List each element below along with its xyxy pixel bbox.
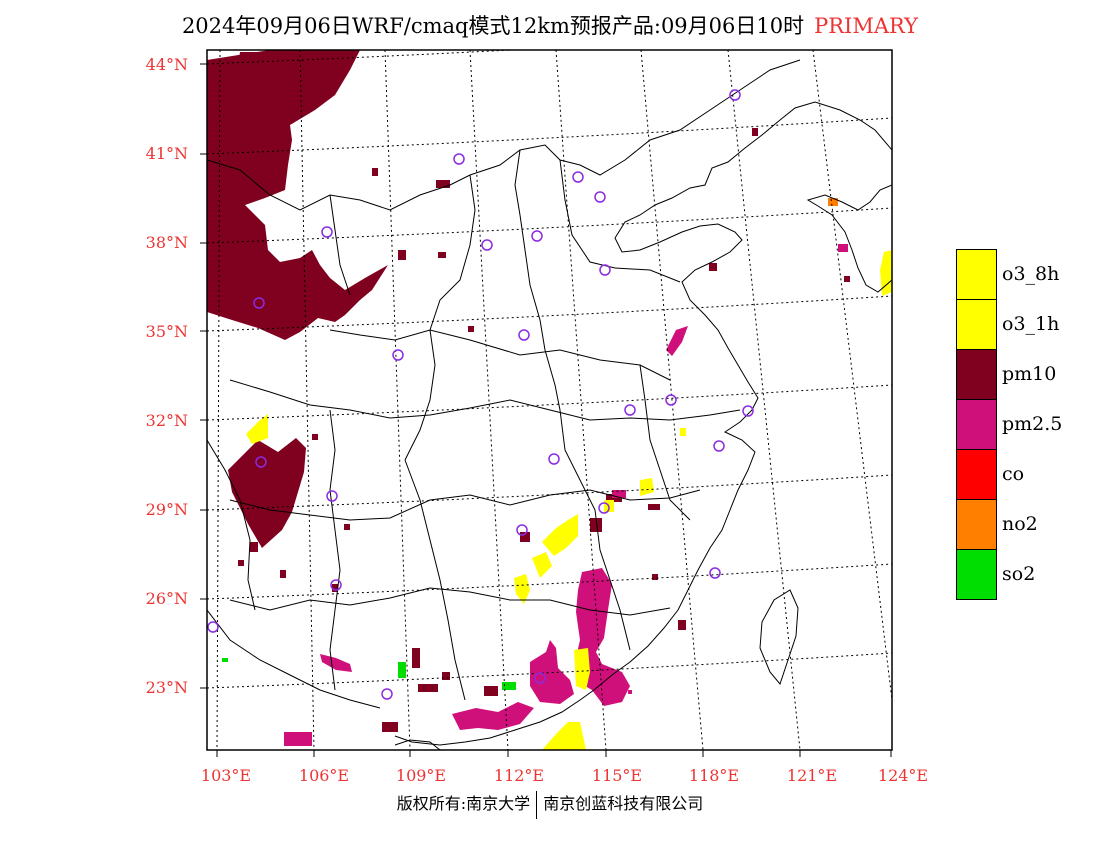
lon-label-112: 112°E bbox=[493, 766, 545, 785]
lon-label-115: 115°E bbox=[591, 766, 643, 785]
legend-label-pm25: pm2.5 bbox=[1002, 413, 1063, 435]
no2-regions bbox=[828, 198, 838, 206]
legend-swatch-pm10 bbox=[956, 349, 997, 400]
map-frame bbox=[206, 49, 893, 751]
legend-swatch-pm25 bbox=[956, 399, 997, 450]
legend-label-co: co bbox=[1002, 463, 1025, 485]
copyright-right: 南京创蓝科技有限公司 bbox=[543, 794, 704, 813]
legend-swatch-o3-8h bbox=[956, 249, 997, 300]
primary-label: PRIMARY bbox=[814, 14, 919, 38]
graticule bbox=[207, 50, 892, 750]
title-text: 2024年09月06日WRF/cmaq模式12km预报产品:09月06日10时 bbox=[181, 14, 805, 38]
legend-label-o3-1h: o3_1h bbox=[1002, 313, 1060, 335]
lat-label-29: 29°N bbox=[145, 500, 188, 519]
lon-label-121: 121°E bbox=[786, 766, 838, 785]
legend-label-o3-8h: o3_8h bbox=[1002, 263, 1060, 285]
lat-label-32: 32°N bbox=[145, 411, 188, 430]
lon-label-124: 124°E bbox=[877, 766, 929, 785]
legend-swatch-so2 bbox=[956, 549, 997, 600]
legend-swatch-co bbox=[956, 449, 997, 500]
legend-label-no2: no2 bbox=[1002, 513, 1038, 535]
lat-label-44: 44°N bbox=[145, 55, 188, 74]
lat-label-35: 35°N bbox=[145, 322, 188, 341]
lon-label-106: 106°E bbox=[298, 766, 350, 785]
lat-label-38: 38°N bbox=[145, 233, 188, 252]
legend-swatch-o3-1h bbox=[956, 299, 997, 350]
map-title: 2024年09月06日WRF/cmaq模式12km预报产品:09月06日10时 P… bbox=[0, 10, 1100, 40]
so2-regions bbox=[222, 658, 516, 690]
legend-label-pm10: pm10 bbox=[1002, 363, 1057, 385]
copyright-left: 版权所有:南京大学 bbox=[396, 794, 531, 813]
legend-label-so2: so2 bbox=[1002, 563, 1036, 585]
legend-swatch-no2 bbox=[956, 499, 997, 550]
lon-label-103: 103°E bbox=[200, 766, 252, 785]
lat-label-41: 41°N bbox=[145, 144, 188, 163]
footer-divider bbox=[536, 790, 538, 819]
boundaries bbox=[207, 59, 892, 750]
station-markers bbox=[207, 89, 754, 700]
copyright-footer: 版权所有:南京大学 南京创蓝科技有限公司 bbox=[0, 790, 1100, 819]
lat-label-23: 23°N bbox=[145, 678, 188, 697]
lon-label-118: 118°E bbox=[688, 766, 740, 785]
axis-ticks bbox=[200, 63, 892, 757]
pm10-regions bbox=[207, 50, 850, 732]
lon-label-109: 109°E bbox=[395, 766, 447, 785]
lat-label-26: 26°N bbox=[145, 589, 188, 608]
